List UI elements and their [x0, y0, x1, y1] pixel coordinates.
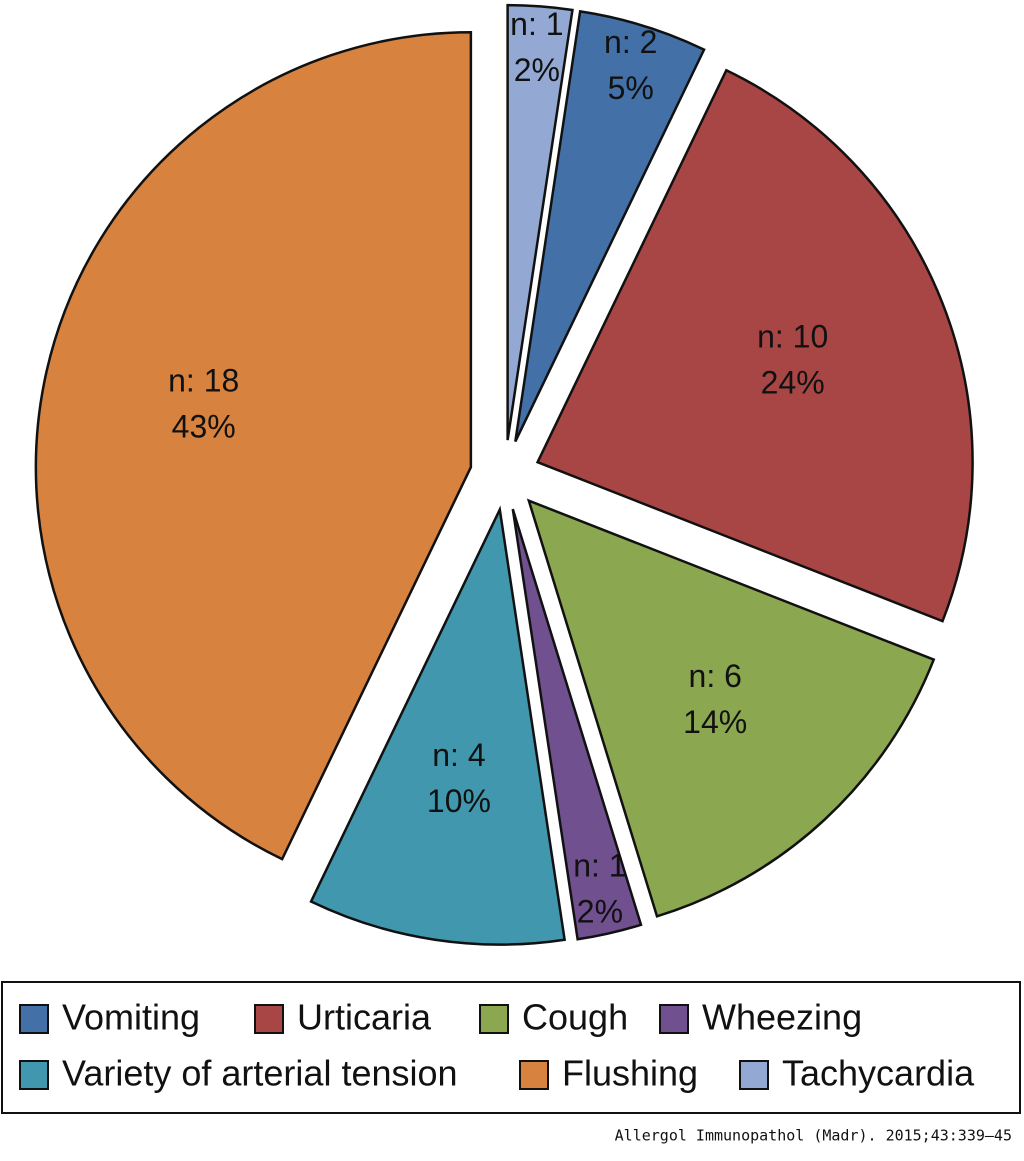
- slice-count-label: n: 1: [510, 6, 563, 42]
- pie-slice: [511, 508, 643, 941]
- slice-count-label: n: 18: [168, 363, 239, 399]
- slice-percent-label: 5%: [608, 70, 654, 106]
- legend-label: Flushing: [562, 1053, 698, 1094]
- pie-slice: [526, 498, 936, 918]
- legend-label: Variety of arterial tension: [62, 1053, 458, 1094]
- slice-count-label: n: 1: [573, 847, 626, 883]
- legend-swatch: [479, 1004, 509, 1034]
- pie-slice: [309, 505, 567, 946]
- legend-label: Cough: [522, 997, 628, 1038]
- legend-swatch: [739, 1060, 769, 1090]
- legend-swatch: [659, 1004, 689, 1034]
- pie-slice: [506, 3, 574, 441]
- pie-slice: [514, 9, 706, 443]
- slice-percent-label: 43%: [172, 409, 236, 445]
- legend-swatch: [19, 1060, 49, 1090]
- slice-percent-label: 24%: [761, 365, 825, 401]
- legend-label: Vomiting: [62, 997, 200, 1038]
- source: Allergol Immunopathol (Madr). 2015;43:33…: [615, 1127, 1012, 1145]
- legend-label: Tachycardia: [782, 1053, 975, 1094]
- legend-swatch: [19, 1004, 49, 1034]
- pie-slice: [34, 30, 473, 861]
- pie-slice: [535, 68, 974, 623]
- legend-box: [1, 981, 1021, 1114]
- legend-label: Urticaria: [297, 997, 432, 1038]
- slice-percent-label: 10%: [427, 783, 491, 819]
- slice-count-label: n: 4: [432, 737, 485, 773]
- legend-swatch: [254, 1004, 284, 1034]
- slice-percent-label: 2%: [577, 893, 623, 929]
- slice-count-label: n: 6: [689, 658, 742, 694]
- slice-percent-label: 14%: [683, 704, 747, 740]
- slice-count-label: n: 2: [604, 24, 657, 60]
- legend-label: Wheezing: [702, 997, 862, 1038]
- slice-count-label: n: 10: [757, 319, 828, 355]
- legend-swatch: [519, 1060, 549, 1090]
- slice-percent-label: 2%: [514, 52, 560, 88]
